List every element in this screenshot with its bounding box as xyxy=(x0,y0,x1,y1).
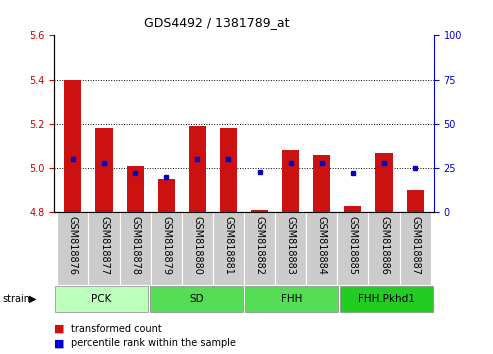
Bar xyxy=(400,212,431,285)
Text: GSM818877: GSM818877 xyxy=(99,216,109,275)
Text: GSM818885: GSM818885 xyxy=(348,216,358,275)
Bar xyxy=(275,212,306,285)
Bar xyxy=(150,286,244,312)
Bar xyxy=(407,190,423,212)
Text: GSM818880: GSM818880 xyxy=(192,216,202,275)
Text: GSM818876: GSM818876 xyxy=(68,216,78,275)
Bar xyxy=(337,212,368,285)
Bar xyxy=(340,286,433,312)
Bar xyxy=(189,126,206,212)
Bar xyxy=(96,128,112,212)
Text: GSM818879: GSM818879 xyxy=(161,216,171,275)
Bar xyxy=(88,212,120,285)
Bar xyxy=(57,212,88,285)
Bar xyxy=(306,212,337,285)
Bar xyxy=(213,212,244,285)
Text: GSM818883: GSM818883 xyxy=(286,216,296,275)
Bar xyxy=(220,128,237,212)
Bar xyxy=(368,212,400,285)
Text: percentile rank within the sample: percentile rank within the sample xyxy=(71,338,237,348)
Text: GSM818881: GSM818881 xyxy=(223,216,234,275)
Text: ▶: ▶ xyxy=(29,294,36,304)
Bar xyxy=(313,155,330,212)
Text: GSM818884: GSM818884 xyxy=(317,216,327,275)
Bar xyxy=(151,212,182,285)
Bar xyxy=(120,212,151,285)
Text: SD: SD xyxy=(189,294,204,304)
Bar xyxy=(376,153,392,212)
Text: ■: ■ xyxy=(54,338,65,348)
Text: GSM818886: GSM818886 xyxy=(379,216,389,275)
Text: transformed count: transformed count xyxy=(71,324,162,333)
Bar xyxy=(55,286,148,312)
Text: PCK: PCK xyxy=(92,294,112,304)
Text: GDS4492 / 1381789_at: GDS4492 / 1381789_at xyxy=(144,16,290,29)
Text: FHH.Pkhd1: FHH.Pkhd1 xyxy=(358,294,415,304)
Bar xyxy=(158,179,175,212)
Text: GSM818887: GSM818887 xyxy=(410,216,420,275)
Bar xyxy=(345,206,361,212)
Bar xyxy=(65,80,81,212)
Bar xyxy=(244,212,275,285)
Bar xyxy=(182,212,213,285)
Text: strain: strain xyxy=(2,294,31,304)
Bar xyxy=(245,286,338,312)
Text: GSM818882: GSM818882 xyxy=(254,216,265,275)
Bar xyxy=(282,150,299,212)
Bar xyxy=(127,166,143,212)
Text: FHH: FHH xyxy=(281,294,302,304)
Text: GSM818878: GSM818878 xyxy=(130,216,140,275)
Text: ■: ■ xyxy=(54,324,65,333)
Bar xyxy=(251,210,268,212)
